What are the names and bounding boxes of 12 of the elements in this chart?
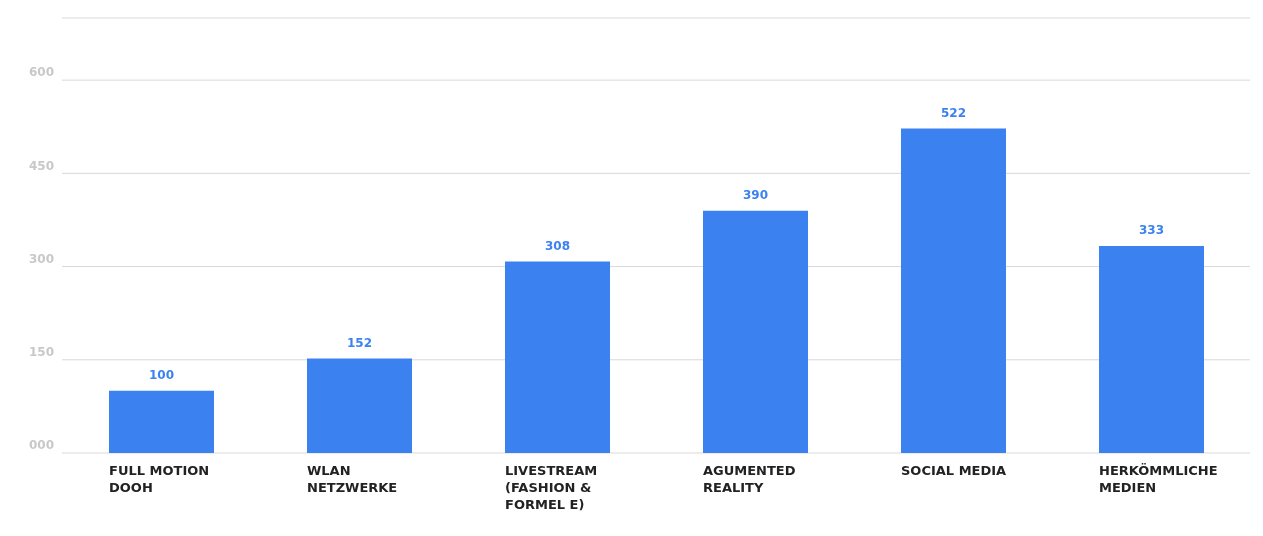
data-label: 308: [544, 238, 571, 253]
x-tick-label: WLAN NETZWERKE: [307, 463, 398, 495]
data-label: 152: [346, 335, 373, 350]
x-tick-label: HERKÖMMLICHE MEDIEN: [1099, 463, 1218, 495]
data-label: 100: [148, 367, 175, 382]
x-tick-label: FULL MOTION DOOH: [109, 463, 210, 495]
data-label: 522: [940, 105, 967, 120]
x-tick-label: SOCIAL MEDIA: [901, 463, 1007, 478]
x-tick-label: LIVESTREAM (FASHION & FORMEL E): [505, 463, 598, 512]
x-tick-label: AGUMENTED REALITY: [703, 463, 796, 495]
data-label: 333: [1138, 223, 1165, 238]
data-label: 390: [742, 187, 769, 202]
